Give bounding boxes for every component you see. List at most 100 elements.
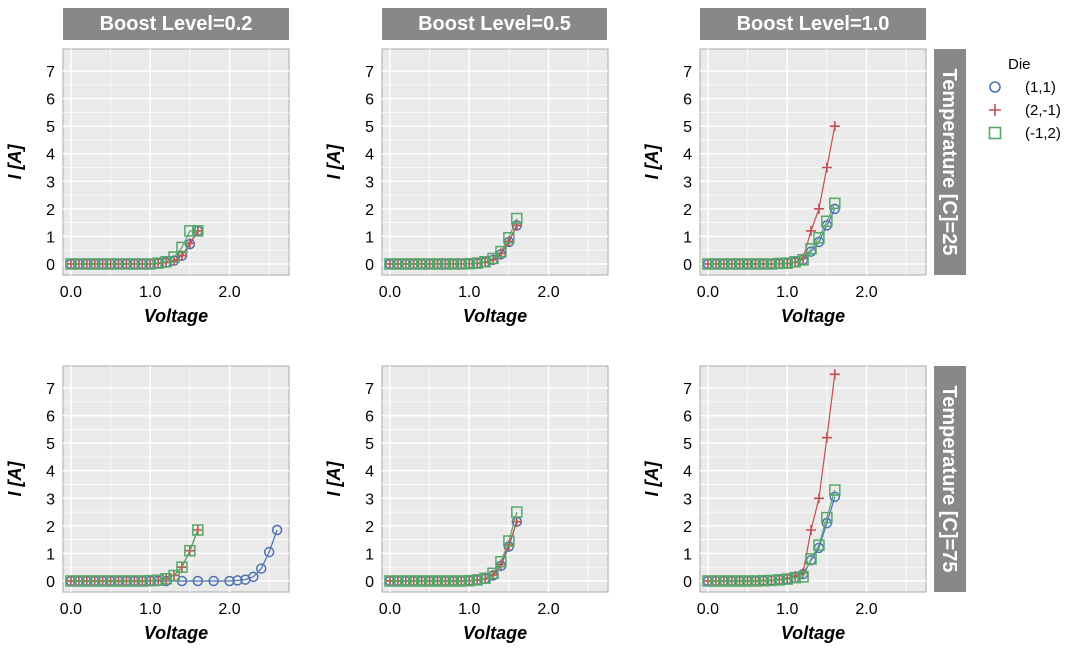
y-axis-label: I [A] — [642, 461, 662, 497]
gridlines — [700, 366, 926, 592]
plot-area — [62, 48, 290, 276]
x-tick-label: 2.0 — [537, 284, 559, 301]
x-axis-label: Voltage — [144, 623, 208, 643]
y-tick-label: 5 — [365, 119, 374, 136]
data-point — [112, 258, 125, 270]
data-point — [511, 212, 523, 225]
y-tick-label: 1 — [46, 546, 55, 563]
data-point — [423, 575, 436, 587]
data-point — [806, 524, 817, 535]
gridlines — [382, 366, 608, 592]
data-point — [224, 575, 235, 587]
data-point — [495, 245, 507, 258]
data-point — [797, 254, 809, 266]
y-tick-label: 1 — [365, 229, 374, 246]
y-tick-label: 2 — [365, 519, 374, 536]
data-point — [710, 258, 722, 270]
y-tick-label: 3 — [365, 174, 374, 191]
y-axis-label: I [A] — [5, 461, 25, 497]
data-point — [184, 225, 196, 237]
data-point — [447, 258, 460, 270]
legend-label: (-1,2) — [1025, 125, 1061, 142]
x-tick-label: 1.0 — [458, 601, 480, 618]
legend-marker-circle — [989, 81, 1001, 93]
x-tick-label: 1.0 — [139, 601, 161, 618]
gridlines — [63, 49, 289, 275]
data-point — [407, 575, 420, 587]
data-point — [96, 258, 109, 270]
column-strip-bg — [63, 8, 289, 40]
data-point — [702, 258, 714, 270]
data-point — [829, 484, 841, 496]
data-point — [813, 493, 824, 504]
column-strip: Boost Level=0.2 — [63, 8, 289, 40]
x-axis-label: Voltage — [463, 306, 527, 326]
column-strip: Boost Level=0.5 — [382, 8, 607, 40]
y-tick-label: 0 — [46, 257, 55, 274]
data-point — [168, 251, 180, 263]
x-tick-label: 0.0 — [697, 284, 719, 301]
data-point — [455, 258, 468, 270]
data-point — [415, 258, 428, 270]
data-point — [400, 258, 412, 270]
plot-area — [381, 365, 609, 593]
data-point — [789, 256, 801, 268]
data-point — [271, 524, 283, 536]
y-tick-label: 7 — [365, 64, 374, 81]
data-point — [765, 258, 778, 270]
data-point — [81, 575, 93, 587]
data-point — [144, 258, 156, 270]
data-point — [208, 575, 219, 587]
y-tick-label: 0 — [365, 257, 374, 274]
data-point — [423, 258, 436, 270]
data-point — [400, 575, 412, 587]
series-square — [702, 484, 841, 587]
data-point — [749, 258, 762, 270]
data-point — [805, 553, 817, 565]
data-point — [439, 575, 452, 587]
column-strip: Boost Level=1.0 — [700, 8, 926, 40]
data-point — [168, 569, 180, 582]
legend-label: (1,1) — [1025, 79, 1056, 96]
gridlines — [700, 49, 926, 275]
data-point — [160, 573, 172, 585]
x-axis-label: Voltage — [781, 306, 845, 326]
data-point — [407, 258, 420, 270]
y-tick-label: 4 — [365, 464, 374, 481]
y-tick-label: 5 — [46, 119, 55, 136]
plot-area — [381, 48, 609, 276]
column-title: Boost Level=0.2 — [100, 13, 253, 35]
row-strip: Temperature [C]=25 — [934, 49, 966, 275]
x-tick-label: 0.0 — [60, 284, 82, 301]
data-point — [184, 544, 196, 557]
column-strip-bg — [700, 8, 926, 40]
y-tick-label: 1 — [46, 229, 55, 246]
data-point — [455, 575, 468, 587]
data-point — [725, 575, 738, 587]
data-point — [773, 257, 786, 270]
data-point — [733, 258, 746, 270]
data-point — [88, 575, 101, 587]
y-tick-label: 4 — [46, 147, 55, 164]
data-point — [73, 575, 85, 587]
facet-panel: 0 1 2 3 4 5 6 7 0.0 1.0 2.0 Voltage I [A] — [324, 365, 609, 643]
data-point — [813, 539, 825, 551]
data-point — [192, 575, 204, 587]
plot-area — [699, 48, 927, 276]
y-tick-label: 0 — [683, 574, 692, 591]
y-tick-label: 5 — [365, 436, 374, 453]
y-tick-label: 4 — [683, 464, 692, 481]
data-point — [757, 574, 770, 587]
y-axis-label: I [A] — [5, 144, 25, 180]
data-point — [821, 215, 833, 228]
data-point — [829, 121, 840, 132]
data-point — [192, 524, 204, 536]
y-tick-label: 5 — [683, 119, 692, 136]
data-point — [511, 506, 523, 518]
y-tick-label: 6 — [683, 409, 692, 426]
gridlines — [382, 49, 608, 275]
data-point — [503, 535, 515, 547]
data-point — [821, 162, 832, 173]
y-tick-label: 7 — [365, 381, 374, 398]
